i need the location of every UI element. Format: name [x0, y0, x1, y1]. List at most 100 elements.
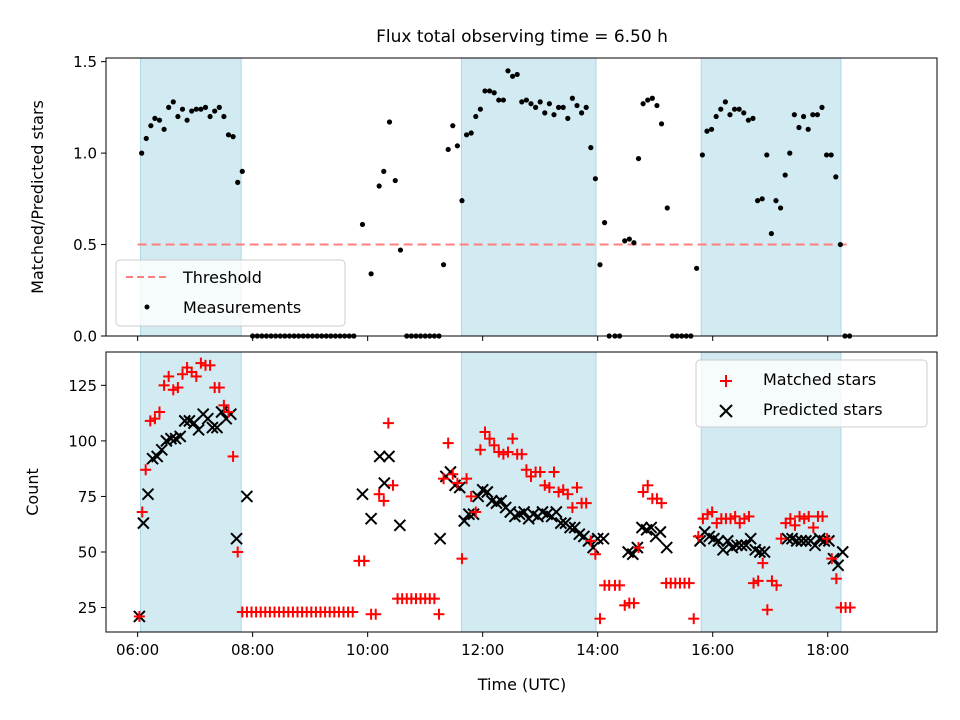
predicted-star-point-21 [230, 532, 243, 545]
measurement-point-65 [454, 143, 460, 149]
legend-measurements-swatch [144, 304, 150, 310]
matched-star-point-68 [447, 468, 459, 480]
measurement-point-0 [139, 150, 145, 156]
matched-star-point-77 [488, 439, 500, 451]
measurement-point-9 [179, 106, 186, 112]
matched-star-point-53 [378, 495, 390, 507]
measurement-point-125 [736, 106, 742, 112]
measurement-point-51 [386, 119, 393, 125]
measurement-point-109 [658, 121, 665, 127]
bottom-x-ticks: 06:00 08:00 10:00 12:00 14:00 16:00 18:00 [116, 632, 849, 659]
measurement-point-135 [782, 172, 788, 178]
matched-star-point-87 [534, 466, 546, 478]
measurement-point-119 [708, 126, 715, 132]
bottom-axes-frame [105, 351, 938, 633]
matched-star-point-83 [516, 448, 528, 460]
measurement-point-123 [727, 112, 733, 118]
legend-matched-swatch [720, 375, 732, 387]
matched-star-point-65 [433, 608, 445, 620]
top-y-ticks: 0.0 0.5 1.0 1.5 [73, 53, 106, 346]
matched-star-point-119 [683, 577, 695, 589]
predicted-star-point-63 [591, 532, 604, 545]
predicted-star-point-79 [716, 543, 730, 556]
measurement-point-84 [542, 110, 548, 116]
measurement-point-70 [477, 106, 483, 112]
measurement-point-108 [654, 102, 660, 109]
predicted-star-point-54 [550, 505, 563, 519]
measurement-point-75 [500, 97, 506, 103]
matched-star-point-1 [136, 506, 148, 518]
legend-predicted-label: Predicted stars [763, 400, 883, 419]
measurement-point-49 [376, 183, 382, 189]
predicted-star-point-2 [141, 488, 155, 501]
predicted-star-point-100 [831, 559, 845, 572]
predicted-star-point-47 [517, 505, 531, 519]
predicted-star-point-85 [744, 532, 757, 545]
bottom-x-tick-label-0: 06:00 [116, 641, 159, 659]
measurement-point-90 [569, 95, 575, 101]
measurement-point-69 [473, 113, 479, 120]
matched-star-point-94 [566, 502, 578, 514]
measurement-point-102 [626, 236, 632, 242]
predicted-star-point-70 [644, 521, 658, 534]
measurement-point-117 [699, 152, 705, 158]
predicted-star-point-10 [178, 414, 191, 428]
measurement-point-96 [597, 262, 603, 268]
measurement-point-92 [578, 110, 585, 116]
measurement-point-128 [750, 115, 756, 121]
matched-star-point-69 [451, 477, 463, 489]
bottom-x-tick-label-3: 12:00 [461, 641, 504, 659]
bottom-x-tick-label-2: 10:00 [346, 641, 389, 659]
predicted-star-point-9 [173, 430, 187, 443]
matched-star-point-74 [474, 444, 486, 456]
matched-star-point-124 [706, 506, 718, 518]
measurement-point-63 [445, 146, 451, 153]
matched-star-point-135 [757, 557, 769, 569]
matched-star-point-13 [190, 370, 202, 382]
measurement-point-85 [546, 101, 552, 107]
matched-star-point-107 [628, 597, 640, 609]
bot-yticks-label-0: 25 [78, 599, 97, 617]
measurement-point-146 [833, 174, 839, 180]
measurement-point-103 [631, 240, 637, 246]
top-yticks-label-2: 1.0 [73, 145, 97, 163]
matched-star-point-49 [358, 555, 370, 567]
measurement-point-137 [791, 112, 797, 118]
matched-star-point-121 [692, 530, 704, 542]
measurement-point-138 [796, 124, 802, 131]
measurement-point-88 [560, 104, 566, 110]
measurement-point-122 [722, 99, 728, 105]
measurement-point-12 [193, 106, 199, 112]
measurement-point-139 [800, 113, 807, 120]
measurement-point-105 [640, 101, 646, 107]
bot-shades-band-0 [140, 351, 242, 633]
top-yticks-label-3: 1.5 [73, 53, 97, 71]
bot-yticks-label-2: 75 [78, 488, 97, 506]
predicted-star-point-78 [712, 534, 725, 548]
predicted-star-point-22 [240, 490, 254, 503]
measurement-point-7 [170, 99, 176, 105]
matched-star-point-100 [594, 613, 606, 625]
measurement-point-80 [523, 97, 529, 103]
measurement-point-124 [731, 106, 738, 112]
measurements-points [139, 68, 853, 339]
measurement-point-81 [528, 101, 534, 107]
measurement-point-20 [230, 134, 236, 140]
measurement-point-17 [216, 104, 222, 110]
bottom-x-tick-label-5: 16:00 [691, 641, 734, 659]
measurement-point-86 [551, 112, 557, 118]
predicted-star-point-57 [563, 521, 577, 534]
matched-star-point-81 [507, 433, 519, 445]
matched-star-point-89 [543, 482, 555, 494]
matched-star-point-16 [204, 359, 216, 371]
matched-star-point-70 [456, 553, 468, 565]
bottom-legend-box [695, 359, 928, 428]
matched-stars-points [133, 357, 856, 625]
measurement-point-116 [694, 265, 700, 271]
top-shades-band-2 [700, 57, 842, 337]
measurement-point-136 [787, 150, 793, 156]
measurement-point-97 [602, 220, 608, 226]
measurement-point-144 [823, 152, 830, 158]
measurement-point-95 [592, 176, 598, 182]
